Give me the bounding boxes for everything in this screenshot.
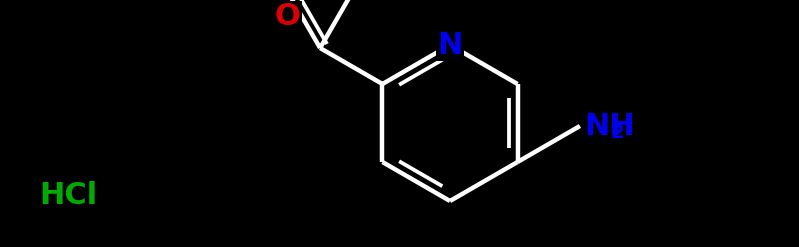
Text: N: N <box>437 30 463 60</box>
Text: NH: NH <box>584 111 634 141</box>
Text: 2: 2 <box>610 123 625 142</box>
Text: HCl: HCl <box>39 181 97 209</box>
Text: O: O <box>274 2 300 31</box>
